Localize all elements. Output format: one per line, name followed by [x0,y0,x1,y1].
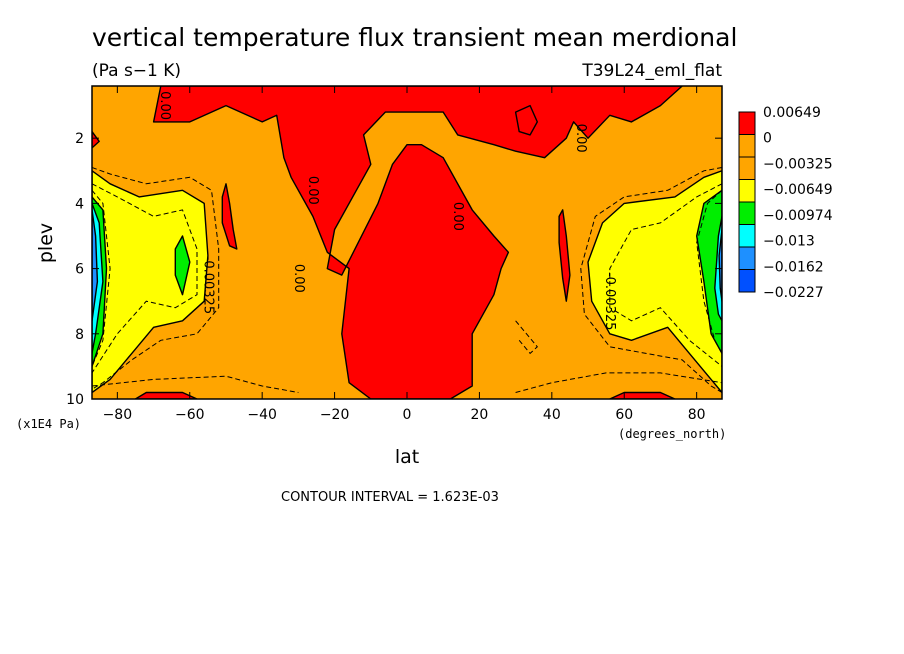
dashed-contour-6 [92,375,299,393]
y-tick-label: 10 [66,392,84,408]
y-tick-label: 8 [75,327,84,343]
dashed-contour-8 [515,320,538,355]
x-tick-label: 80 [688,407,706,423]
contour-region-1 [221,183,238,250]
contour-label: 0.00 [450,202,465,231]
legend-label: 0.00649 [763,105,821,121]
dashed-contour-2 [92,189,111,367]
contour-label: 0.00 [305,176,320,205]
x-tick-label: 60 [615,407,633,423]
legend-swatch [738,156,756,180]
x-tick-label: 40 [543,407,561,423]
legend-swatch [738,134,756,158]
legend-label: −0.00974 [763,208,833,224]
dashed-contour-7 [515,372,722,393]
legend-label: −0.00649 [763,182,833,198]
run-label: T39L24_eml_flat [581,61,722,81]
legend-label: −0.0162 [763,259,824,275]
legend-label: −0.0227 [763,285,824,301]
y-tick-label: 4 [75,196,84,212]
y-units: (x1E4 Pa) [16,417,81,431]
x-tick-label: 0 [403,407,412,423]
contour-field: 0.00 0.00 0.00 0.00 0.00 -0.00325 -0.00325 [92,86,722,399]
dashed-contour-3 [580,167,722,393]
legend-swatch [738,224,756,248]
contour-region-9 [174,235,191,296]
legend-swatch [738,111,756,135]
x-tick-label: −80 [103,407,133,423]
legend-label: −0.00325 [763,156,833,172]
contour-label: 0.00 [573,124,588,153]
contour-region-7 [92,170,209,394]
dashed-contour-0 [92,167,220,390]
contour-region-6 [609,391,676,399]
legend-label: 0 [763,131,772,147]
contour-label: -0.00325 [200,256,215,314]
plot-area: 0.00 0.00 0.00 0.00 0.00 -0.00325 -0.00325 −80 −… [66,85,723,423]
legend-swatch [738,201,756,225]
contour-region-3 [514,104,538,136]
dashed-contour-4 [609,183,722,367]
contour-region-5 [134,391,198,399]
contour-region-4 [92,130,100,149]
x-axis-label: lat [395,446,419,468]
contour-label: 0.00 [291,264,306,293]
contour-label: -0.00325 [602,272,617,330]
contour-interval: CONTOUR INTERVAL = 1.623E-03 [281,490,499,505]
x-units: (degrees_north) [618,427,726,441]
legend-swatch [738,246,756,270]
contour-label: 0.00 [157,91,172,120]
y-tick-label: 6 [75,262,84,278]
y-axis-label: plev [35,223,57,263]
chart-units: (Pa s−1 K) [92,61,181,81]
contour-region-11 [696,189,722,355]
contour-region-8 [587,170,722,394]
contour-region-0 [152,86,683,399]
chart-title: vertical temperature flux transient mean… [92,23,737,52]
legend-swatch [738,179,756,203]
x-tick-label: −60 [175,407,205,423]
contour-region-13 [92,209,99,322]
legend-swatch [738,269,756,293]
legend-label: −0.013 [763,234,815,250]
x-tick-label: −40 [247,407,277,423]
x-tick-label: −20 [320,407,350,423]
dashed-contour-5 [696,189,722,354]
y-tick-label: 2 [75,131,84,147]
dashed-contour-1 [92,183,198,374]
contour-region-2 [558,209,571,302]
color-legend: 0.00649 0 −0.00325 −0.00649 −0.00974 −0.013 −0… [738,105,833,301]
x-tick-label: 20 [470,407,488,423]
